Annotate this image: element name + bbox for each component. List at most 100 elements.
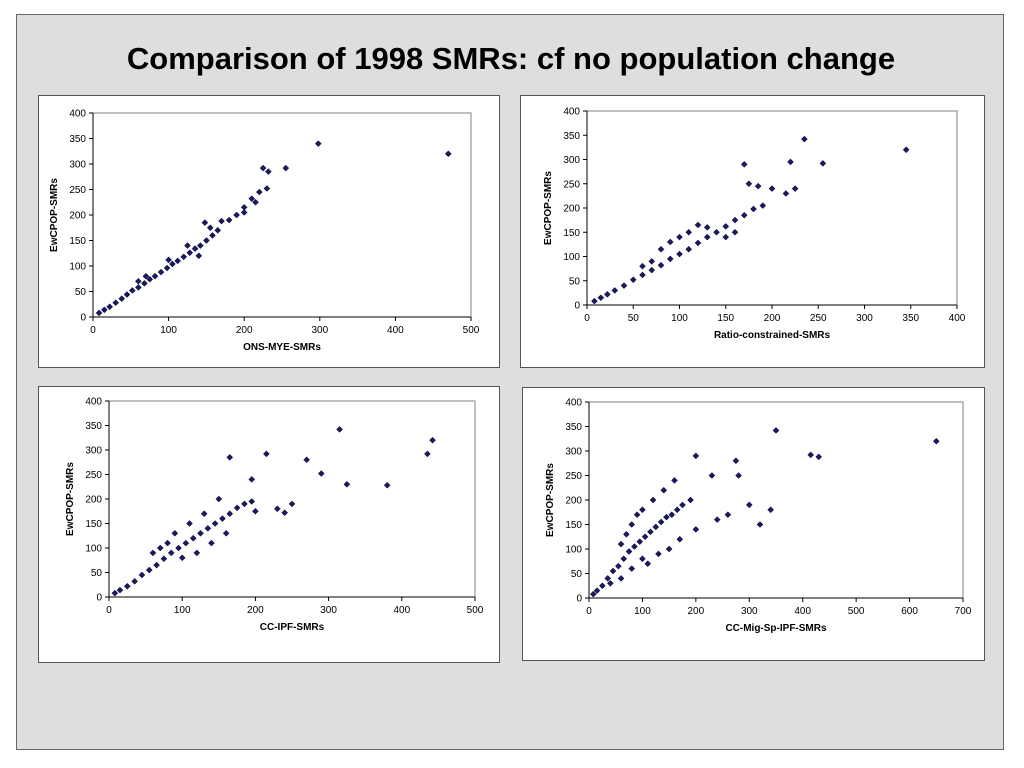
data-point: [314, 140, 322, 147]
data-point: [145, 566, 153, 574]
data-point: [226, 453, 234, 461]
data-point: [200, 510, 208, 518]
x-tick-label: 0: [90, 325, 96, 336]
data-point: [112, 299, 120, 307]
data-point: [128, 287, 136, 294]
data-point: [135, 277, 142, 285]
y-tick-label: 150: [69, 236, 86, 247]
y-tick-label: 200: [85, 495, 102, 506]
chart-panel-1: 0 50 100 150 200 250 300 350 400 0 100 200 300 400 500…: [38, 95, 500, 368]
x-tick-label: 0: [586, 606, 592, 617]
data-point: [819, 160, 827, 167]
y-tick-label: 400: [563, 107, 580, 118]
x-tick-label: 300: [311, 325, 328, 336]
data-point: [196, 242, 204, 249]
data-point: [336, 426, 343, 433]
data-point: [782, 190, 790, 197]
x-tick-label: 350: [902, 313, 919, 324]
data-point: [644, 560, 652, 568]
data-point: [599, 582, 606, 590]
x-tick-label: 300: [741, 606, 758, 617]
data-point: [206, 224, 214, 232]
data-point: [665, 545, 673, 553]
data-point: [141, 279, 148, 287]
data-point: [593, 587, 601, 595]
data-point: [713, 228, 720, 236]
data-point: [611, 287, 619, 294]
data-point: [259, 164, 267, 172]
data-point: [215, 495, 223, 503]
data-point: [671, 477, 678, 484]
x-tick-label: 0: [584, 313, 590, 324]
data-point: [138, 571, 146, 579]
data-point: [633, 511, 641, 519]
data-point: [673, 506, 681, 514]
data-point: [174, 257, 182, 265]
data-point: [214, 226, 222, 234]
x-tick-label: 300: [320, 605, 337, 616]
data-point: [692, 452, 700, 460]
x-tick-label: 200: [236, 325, 253, 336]
data-point: [146, 275, 154, 283]
x-tick-label: 150: [717, 313, 734, 324]
data-point: [641, 533, 649, 541]
y-tick-label: 400: [69, 109, 86, 120]
y-tick-label: 200: [565, 496, 582, 507]
y-tick-label: 0: [96, 593, 102, 604]
data-point: [157, 268, 165, 276]
x-axis-title: CC-Mig-Sp-IPF-SMRs: [725, 623, 827, 634]
data-point: [631, 543, 638, 550]
data-point: [620, 282, 628, 289]
scatter-chart: 0 50 100 150 200 250 300 350 400 0 100 200 300 400 500…: [65, 397, 484, 634]
data-point: [768, 185, 776, 192]
data-point: [623, 530, 630, 538]
y-tick-label: 350: [85, 421, 102, 432]
y-tick-label: 300: [69, 160, 86, 171]
data-point: [694, 221, 702, 229]
data-point: [263, 185, 271, 192]
data-point: [615, 562, 622, 570]
data-point: [617, 540, 625, 548]
data-point: [692, 526, 700, 533]
data-point: [639, 271, 646, 279]
x-tick-label: 400: [949, 313, 966, 324]
data-point: [902, 146, 910, 154]
data-point: [116, 586, 124, 594]
data-point: [203, 237, 210, 244]
data-point: [182, 539, 190, 547]
y-tick-label: 400: [565, 398, 582, 409]
data-point: [204, 525, 212, 532]
data-point: [180, 253, 188, 261]
data-point: [263, 450, 270, 458]
data-point: [131, 577, 138, 585]
x-tick-label: 250: [810, 313, 827, 324]
data-point: [156, 544, 164, 552]
data-point: [722, 223, 730, 230]
data-point: [652, 523, 660, 531]
data-point: [189, 534, 197, 542]
data-point: [160, 555, 168, 563]
data-point: [233, 211, 240, 219]
x-axis-title: CC-IPF-SMRs: [260, 622, 325, 633]
y-tick-label: 250: [565, 471, 582, 482]
y-axis-title: EwCPOP-SMRs: [49, 178, 60, 252]
data-point: [657, 518, 665, 526]
data-point: [607, 579, 614, 587]
data-point: [118, 295, 126, 302]
data-point: [772, 427, 780, 434]
data-point: [191, 245, 199, 253]
data-point: [225, 216, 233, 224]
data-point: [222, 529, 230, 537]
data-point: [609, 567, 617, 575]
y-tick-label: 0: [80, 313, 86, 324]
x-tick-label: 400: [387, 325, 404, 336]
x-tick-label: 100: [160, 325, 177, 336]
data-point: [252, 507, 259, 515]
data-point: [164, 539, 171, 547]
data-point: [151, 272, 159, 280]
y-tick-label: 250: [563, 179, 580, 190]
data-point: [628, 521, 636, 528]
x-tick-label: 200: [247, 605, 264, 616]
x-axis-title: ONS-MYE-SMRs: [243, 342, 321, 353]
y-tick-label: 100: [565, 545, 582, 556]
